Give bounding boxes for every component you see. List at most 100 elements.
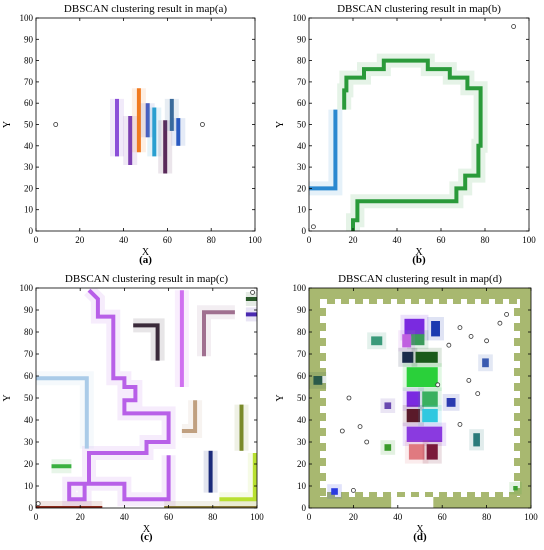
- y-tick-label: 50: [297, 393, 307, 403]
- y-tick-label: 30: [24, 162, 34, 172]
- series-line-5: [202, 310, 235, 357]
- noise-point-10: [466, 377, 472, 383]
- border-notch: [320, 458, 326, 466]
- y-tick-label: 60: [297, 98, 307, 108]
- cluster-5: [402, 351, 414, 363]
- border-notch: [320, 413, 326, 421]
- border-notch: [320, 308, 326, 316]
- noise-point-2: [511, 24, 516, 29]
- series-line-1: [67, 288, 171, 502]
- x-tick-label: 60: [438, 512, 448, 522]
- border-notch: [509, 299, 517, 304]
- y-tick-label: 100: [293, 283, 307, 293]
- series-line-1: [309, 109, 338, 191]
- border-notch: [514, 398, 520, 406]
- border-notch: [320, 353, 326, 361]
- x-tick-label: 40: [119, 235, 129, 245]
- border-wall-left: [309, 288, 320, 508]
- border-notch: [467, 492, 475, 497]
- border-notch: [341, 492, 349, 497]
- x-tick-label: 100: [522, 235, 536, 245]
- border-notch: [514, 338, 520, 346]
- cluster-4: [402, 334, 412, 348]
- cluster-23: [513, 486, 518, 491]
- border-notch: [327, 492, 335, 497]
- noise-point-1: [310, 224, 316, 230]
- x-axis-label: X: [142, 247, 150, 258]
- cluster-20: [473, 433, 480, 447]
- border-notch: [320, 398, 326, 406]
- x-axis-label: X: [416, 524, 424, 535]
- border-notch: [320, 428, 326, 436]
- cluster-22: [331, 488, 338, 495]
- y-tick-label: 20: [297, 183, 307, 193]
- noise-point-2: [36, 501, 41, 506]
- noise-point-2: [357, 424, 363, 430]
- border-notch: [514, 308, 520, 316]
- x-tick-label: 40: [120, 512, 130, 522]
- noise-point-1: [53, 122, 59, 127]
- plot-area: [36, 18, 255, 231]
- y-tick-label: 50: [24, 120, 34, 130]
- border-notch: [397, 299, 405, 304]
- cluster-12: [406, 426, 443, 442]
- border-notch: [425, 299, 433, 304]
- cluster-21: [482, 358, 489, 368]
- y-tick-label: 50: [24, 393, 34, 403]
- border-notch: [514, 473, 520, 481]
- border-notch: [327, 299, 335, 304]
- border-wall-right: [520, 288, 531, 508]
- y-tick-label: 0: [302, 503, 307, 513]
- x-tick-label: 60: [163, 235, 173, 245]
- border-notch: [397, 492, 405, 497]
- y-tick-label: 90: [24, 34, 34, 44]
- border-notch: [411, 492, 419, 497]
- x-tick-label: 100: [524, 512, 538, 522]
- border-notch: [383, 492, 391, 497]
- border-notch: [369, 299, 377, 304]
- y-tick-label: 80: [297, 327, 307, 337]
- cluster-6: [415, 351, 438, 363]
- cluster-1: [404, 318, 425, 337]
- chart-title: DBSCAN clustering result in map(d): [338, 273, 502, 285]
- border-notch: [467, 299, 475, 304]
- series-line-2: [342, 58, 483, 231]
- x-axis-label: X: [415, 247, 423, 258]
- border-notch: [320, 338, 326, 346]
- y-tick-label: 40: [24, 415, 34, 425]
- plot-content: [309, 288, 531, 508]
- noise-point-9: [446, 342, 452, 348]
- border-opening: [391, 497, 434, 508]
- panel-label: (d): [413, 531, 427, 543]
- border-notch: [320, 368, 326, 376]
- chart-title: DBSCAN clustering result in map(c): [65, 273, 228, 285]
- y-tick-label: 20: [24, 459, 34, 469]
- border-notch: [514, 413, 520, 421]
- cluster-14: [426, 444, 438, 460]
- x-tick-label: 0: [307, 512, 312, 522]
- x-tick-label: 40: [393, 512, 403, 522]
- series-line-9: [219, 453, 257, 502]
- y-tick-label: 60: [297, 371, 307, 381]
- border-notch: [514, 428, 520, 436]
- x-tick-label: 100: [250, 512, 264, 522]
- noise-point-4: [350, 487, 356, 493]
- y-tick-label: 40: [297, 141, 307, 151]
- y-axis-label: Y: [2, 394, 13, 401]
- border-notch: [495, 492, 503, 497]
- border-notch: [383, 299, 391, 304]
- cluster-15: [371, 336, 383, 346]
- y-tick-label: 100: [20, 283, 34, 293]
- noise-point-13: [504, 311, 509, 317]
- noise-point-7: [497, 320, 503, 326]
- y-tick-label: 80: [24, 327, 34, 337]
- y-tick-label: 20: [297, 459, 307, 469]
- noise-point-6: [468, 333, 474, 339]
- cluster-11: [422, 409, 438, 423]
- border-notch: [514, 458, 520, 466]
- cluster-16: [313, 376, 323, 385]
- y-tick-label: 70: [24, 349, 34, 359]
- series-line-4: [133, 323, 160, 361]
- y-tick-label: 30: [24, 437, 34, 447]
- border-notch: [514, 353, 520, 361]
